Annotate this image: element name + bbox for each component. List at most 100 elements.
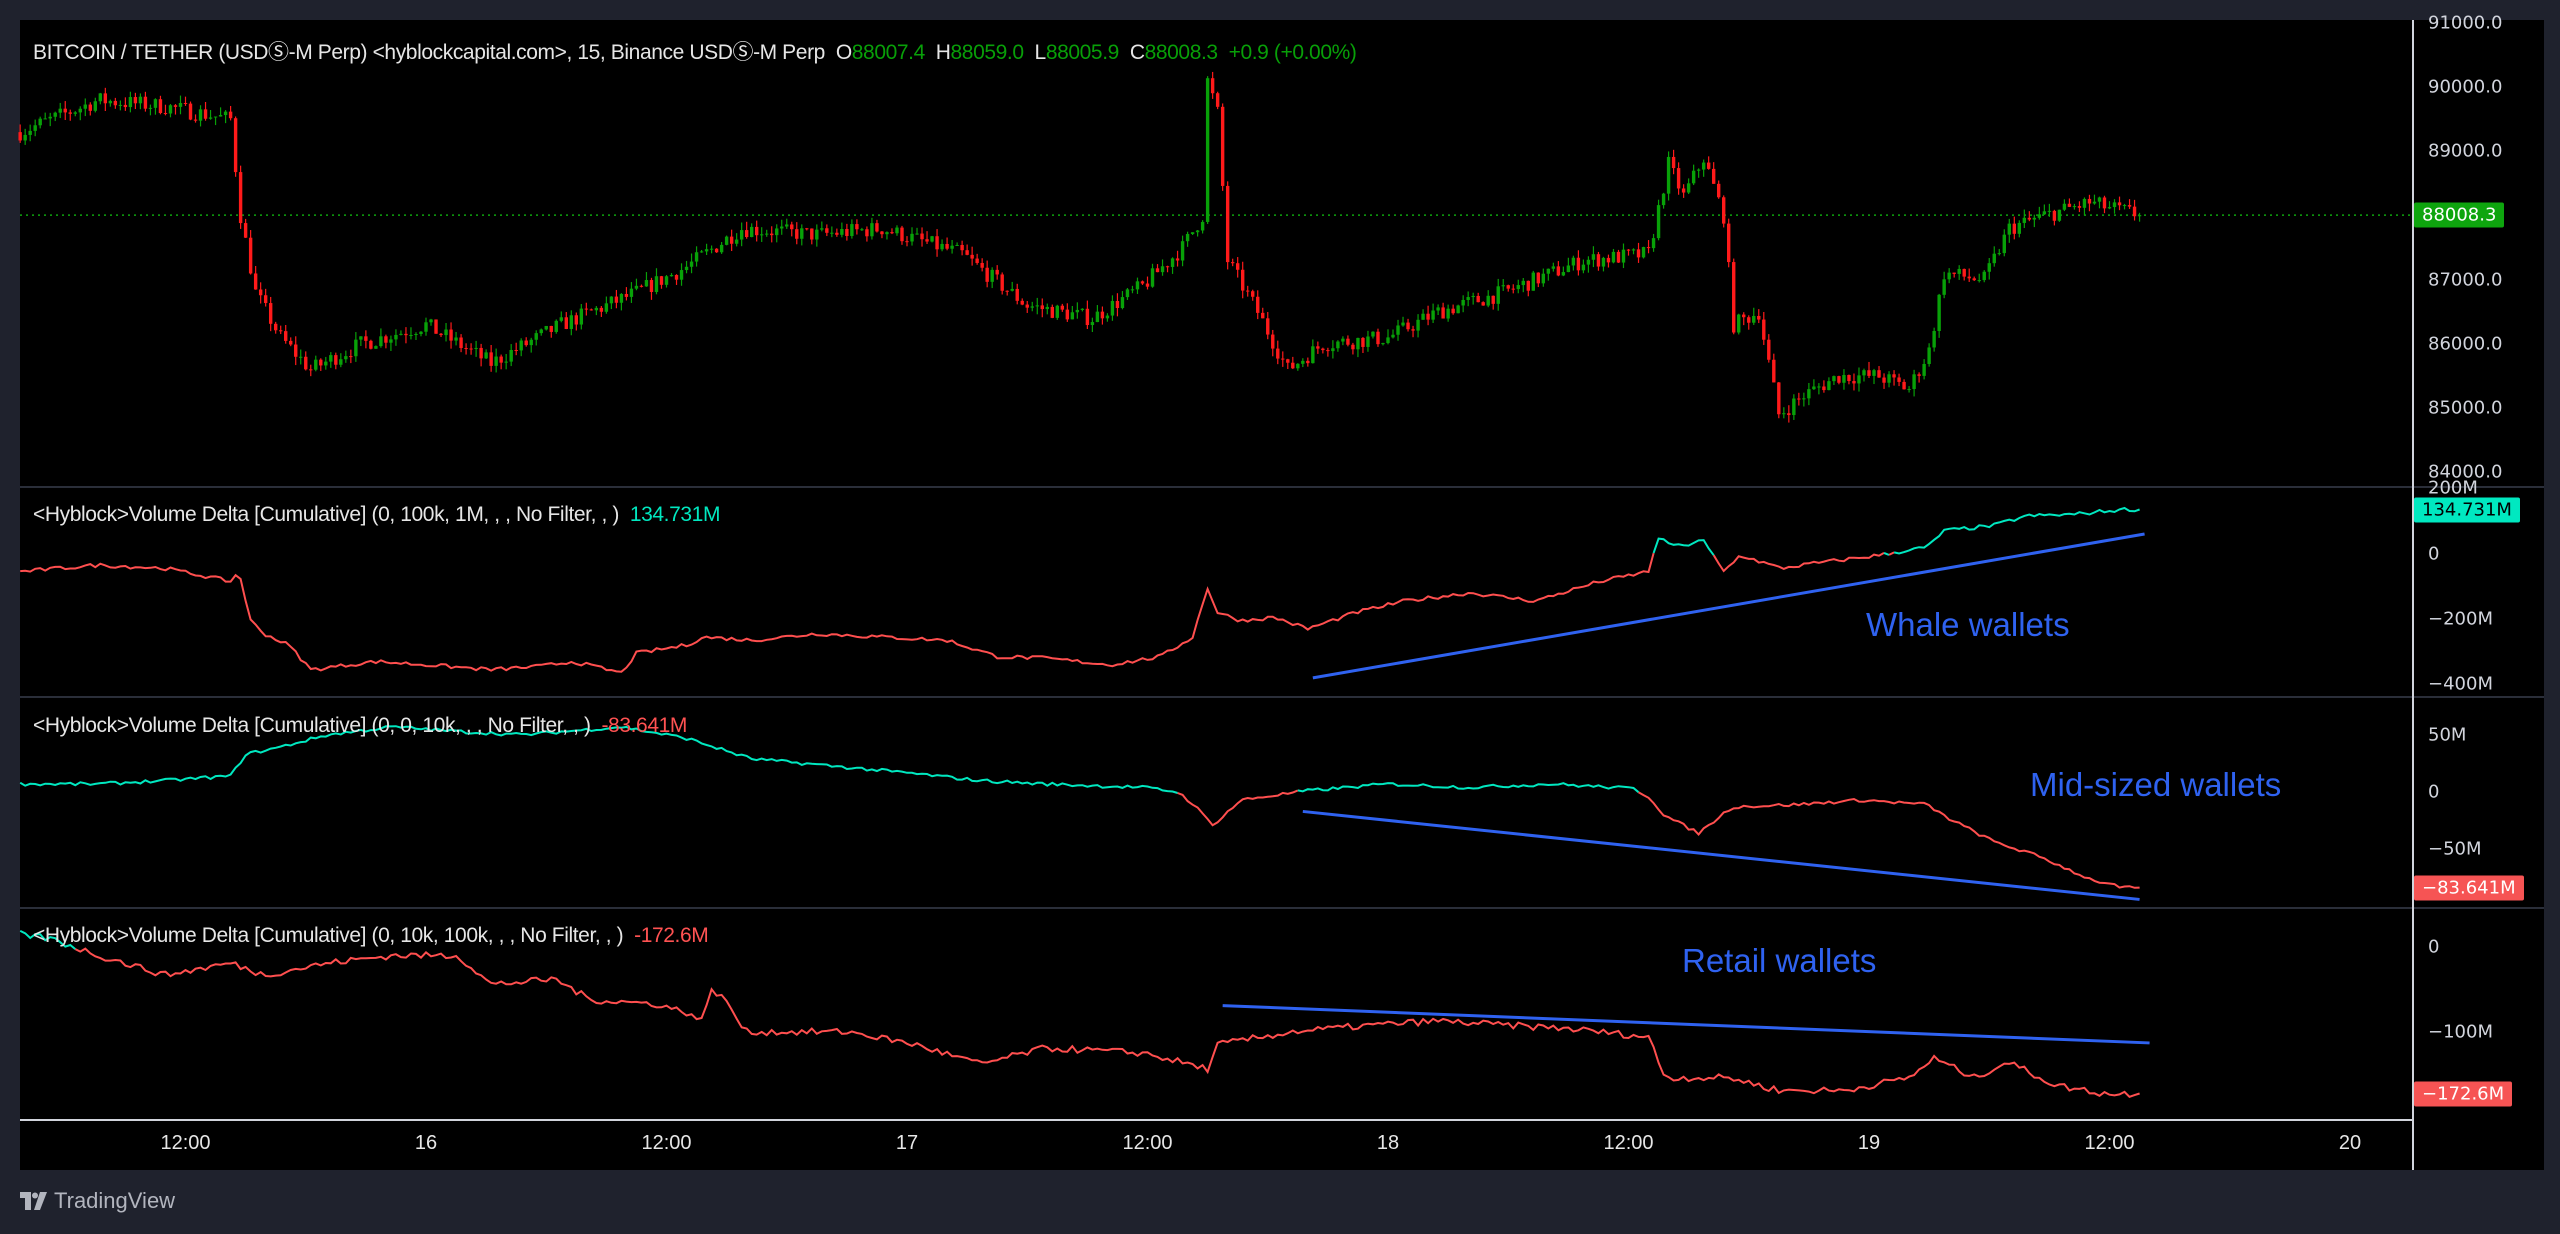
candle-down <box>639 285 644 287</box>
chart-container[interactable] <box>20 20 2544 1170</box>
candle-down <box>980 262 984 268</box>
trendline[interactable] <box>1222 1004 2150 1045</box>
candle-down <box>2087 198 2092 204</box>
candle-up <box>664 276 669 285</box>
candle-up <box>2112 202 2117 208</box>
candle-down <box>294 344 298 357</box>
candle-down <box>1636 249 1641 258</box>
candle-up <box>679 270 684 280</box>
candle-up <box>1842 375 1846 383</box>
candle-up <box>1591 254 1596 260</box>
candle-down <box>2117 202 2122 206</box>
whale-wallets-annotation[interactable]: Whale wallets <box>1866 606 2070 643</box>
candle-up <box>1471 295 1475 298</box>
candle-up <box>619 293 624 303</box>
candle-down <box>384 336 388 343</box>
candle-up <box>118 104 123 106</box>
candle-down <box>1852 381 1856 384</box>
candle-up <box>1701 162 1706 170</box>
candle-up <box>1456 305 1460 314</box>
candle-down <box>1506 285 1510 289</box>
indicator-axis-tick: 0 <box>2428 781 2440 803</box>
retail-indicator-legend[interactable]: <Hyblock>Volume Delta [Cumulative] (0, 1… <box>33 924 709 948</box>
candle-down <box>1967 276 1971 279</box>
candle-up <box>48 116 52 119</box>
candle-up <box>1997 253 2001 255</box>
retail-wallets-annotation[interactable]: Retail wallets <box>1682 942 1877 979</box>
candle-up <box>815 229 819 240</box>
candles <box>18 71 2142 423</box>
candle-up <box>1180 241 1185 261</box>
trendline[interactable] <box>1302 809 2140 901</box>
candle-up <box>519 340 523 351</box>
candle-up <box>1396 325 1400 335</box>
trendline[interactable] <box>1312 532 2145 680</box>
candle-down <box>599 307 604 312</box>
candle-down <box>439 333 443 336</box>
candle-up <box>409 334 413 336</box>
candle-down <box>1346 338 1350 345</box>
candle-down <box>1210 78 1215 94</box>
candle-up <box>394 334 398 340</box>
candle-down <box>524 340 528 346</box>
candle-up <box>1120 297 1125 308</box>
candle-up <box>213 116 218 118</box>
candle-down <box>1676 168 1681 189</box>
candle-up <box>1857 375 1861 384</box>
indicator-title: <Hyblock>Volume Delta [Cumulative] (0, 0… <box>33 714 591 737</box>
candle-down <box>1155 268 1160 273</box>
candle-up <box>1992 253 1996 264</box>
candle-down <box>744 230 749 238</box>
candle-down <box>1626 249 1631 251</box>
candle-up <box>1110 300 1115 316</box>
time-axis-tick: 12:00 <box>1603 1132 1654 1154</box>
whale-indicator-legend[interactable]: <Hyblock>Volume Delta [Cumulative] (0, 1… <box>33 503 720 527</box>
candle-up <box>709 248 714 250</box>
time-axis-tick: 12:00 <box>641 1132 692 1154</box>
line-segment-positive <box>19 929 76 950</box>
candle-up <box>444 329 448 336</box>
symbol-legend[interactable]: BITCOIN / TETHER (USDⓈ-M Perp) <hyblockc… <box>33 36 1357 66</box>
candle-up <box>1150 268 1155 287</box>
candle-up <box>1912 374 1916 390</box>
candle-up <box>1135 281 1140 290</box>
candle-down <box>1732 262 1736 333</box>
candle-down <box>1576 257 1581 271</box>
candle-up <box>1561 272 1566 276</box>
mid-sized-wallets-annotation[interactable]: Mid-sized wallets <box>2030 766 2282 803</box>
candle-down <box>203 109 208 119</box>
candle-up <box>1501 285 1505 287</box>
candle-down <box>1777 382 1781 415</box>
candle-up <box>374 346 378 349</box>
candle-up <box>1125 289 1130 298</box>
candle-down <box>2132 206 2137 217</box>
candle-up <box>98 93 103 102</box>
candle-up <box>739 230 744 240</box>
candle-up <box>2082 198 2087 208</box>
candle-down <box>1596 254 1601 267</box>
candle-up <box>539 329 543 334</box>
candle-up <box>765 233 769 235</box>
candle-up <box>1496 286 1500 304</box>
candle-down <box>1742 314 1746 318</box>
candle-down <box>158 99 163 114</box>
candle-up <box>2042 211 2047 215</box>
candle-down <box>2027 217 2032 220</box>
candle-down <box>1822 386 1826 391</box>
trendlines[interactable] <box>1222 532 2150 1045</box>
tradingview-logo[interactable]: TradingView <box>20 1188 175 1214</box>
candle-down <box>1727 223 1731 263</box>
mid-indicator-legend[interactable]: <Hyblock>Volume Delta [Cumulative] (0, 0… <box>33 714 687 738</box>
candle-up <box>208 117 213 119</box>
candle-up <box>1461 299 1465 306</box>
candle-up <box>2072 206 2077 208</box>
candle-up <box>474 347 478 349</box>
candle-down <box>1165 266 1170 268</box>
candle-down <box>188 103 193 120</box>
candle-down <box>1406 322 1410 330</box>
candle-down <box>1025 304 1029 308</box>
candle-down <box>1772 359 1776 383</box>
candle-down <box>1616 251 1621 263</box>
candle-down <box>284 331 288 341</box>
